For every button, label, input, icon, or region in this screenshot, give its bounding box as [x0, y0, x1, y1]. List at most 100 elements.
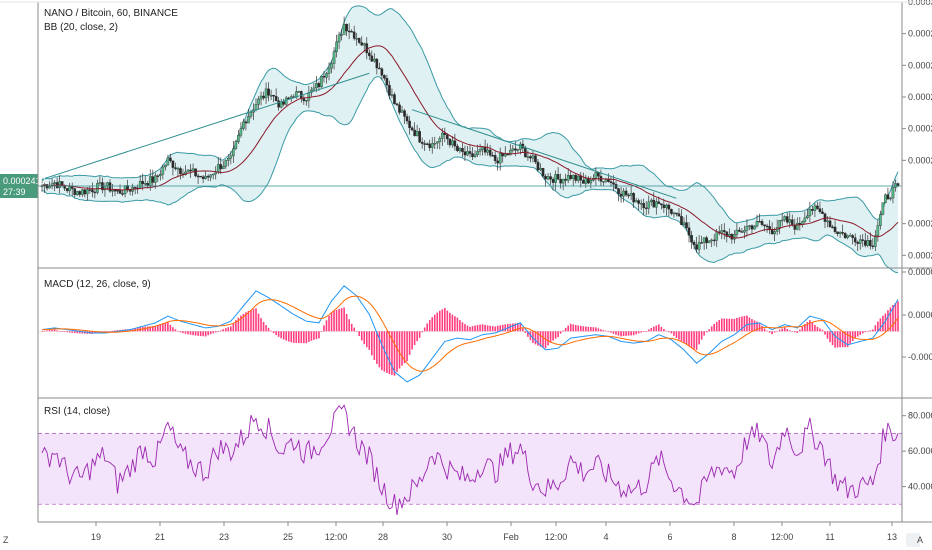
candle-body	[561, 178, 565, 184]
price-tick-label: 0.0002900	[908, 29, 932, 39]
candle-body	[189, 169, 192, 172]
candle-body	[743, 230, 746, 233]
candle-body	[816, 205, 819, 209]
candle-body	[446, 134, 449, 140]
candle-body	[863, 240, 867, 246]
candle-body	[831, 226, 834, 229]
candle-body	[546, 176, 550, 180]
macd-histogram-bar	[698, 331, 700, 345]
macd-histogram-bar	[416, 331, 418, 342]
bb-upper-band	[41, 5, 899, 224]
candle-body	[498, 153, 502, 164]
candle-body	[544, 175, 547, 180]
macd-histogram-bar	[315, 331, 318, 340]
candle-body	[707, 240, 711, 244]
macd-histogram-bar	[595, 327, 597, 332]
candle-body	[806, 215, 809, 219]
candle-body	[881, 202, 885, 215]
candle-body	[833, 226, 837, 233]
candle-body	[702, 237, 706, 243]
last-price-tag-bg	[0, 174, 38, 198]
candle-body	[639, 202, 643, 205]
macd-histogram-bar	[746, 315, 748, 332]
macd-histogram-bar	[204, 331, 207, 337]
macd-histogram-bar	[71, 331, 74, 333]
candle-body	[473, 154, 477, 157]
macd-histogram-bar	[76, 331, 79, 334]
macd-histogram-bar	[61, 331, 63, 332]
candle-body	[133, 186, 137, 189]
macd-histogram-bar	[305, 331, 308, 344]
candle-body	[665, 204, 668, 209]
macd-histogram-bar	[154, 325, 157, 332]
x-axis: 19 21 23 25 12:00 28 30 Feb 12:00 4 6 8 12:00 11 13	[91, 522, 897, 542]
macd-histogram-bar	[418, 331, 421, 338]
candle-body	[70, 186, 74, 189]
macd-histogram-bar	[406, 331, 408, 362]
price-tick-label: 0.0002500	[908, 155, 932, 165]
candle-body	[206, 175, 210, 178]
macd-histogram-bar	[652, 326, 655, 332]
candle-body	[808, 209, 812, 217]
x-tick-label: 11	[825, 532, 834, 542]
candle-body	[148, 176, 152, 186]
candle-body	[564, 178, 567, 181]
candle-body	[96, 183, 99, 193]
x-tick-label: 30	[442, 532, 452, 542]
candle-body	[227, 157, 230, 161]
macd-histogram-bar	[577, 325, 580, 332]
macd-histogram-bar	[522, 328, 524, 332]
macd-histogram-bar	[109, 331, 111, 332]
candle-body	[239, 128, 243, 136]
macd-histogram-bar	[854, 331, 856, 339]
candle-body	[237, 134, 240, 142]
macd-histogram-bar	[549, 331, 552, 343]
macd-histogram-bar	[866, 331, 869, 332]
macd-histogram-bar	[240, 315, 242, 332]
macd-histogram-bar	[428, 320, 431, 332]
candle-body	[514, 148, 517, 151]
price-pane[interactable]: 0.0003000 0.0002900 0.0002800 0.0002700 0.00…	[38, 0, 932, 274]
macd-histogram-bar	[723, 318, 726, 332]
candle-body	[566, 175, 570, 181]
candle-body	[476, 151, 479, 155]
macd-histogram-bar	[340, 308, 343, 332]
candle-body	[254, 104, 258, 111]
candle-body	[75, 191, 79, 195]
candle-body	[493, 155, 497, 162]
candle-body	[471, 153, 474, 157]
macd-histogram-bar	[199, 331, 202, 337]
macd-histogram-bar	[726, 318, 728, 332]
macd-histogram-bar	[325, 320, 328, 332]
macd-histogram-bar	[620, 331, 622, 337]
timezone-button[interactable]: Z	[3, 535, 9, 545]
macd-histogram-bar	[874, 325, 877, 332]
candle-body	[456, 145, 459, 152]
macd-histogram-bar	[376, 331, 378, 364]
candle-body	[171, 160, 175, 168]
candle-body	[221, 166, 225, 170]
auto-scale-button[interactable]: A	[906, 533, 923, 547]
candle-body	[229, 155, 233, 159]
bb-lower-band	[41, 76, 899, 274]
x-tick-label: 28	[378, 532, 388, 542]
candle-body	[894, 183, 897, 188]
candle-body	[652, 199, 656, 208]
macd-histogram-bar	[736, 317, 738, 332]
macd-histogram-bar	[655, 325, 658, 332]
macd-histogram-bar	[202, 331, 204, 337]
candle-body	[78, 191, 82, 195]
macd-histogram-bar	[403, 331, 406, 364]
macd-histogram-bar	[330, 312, 333, 332]
macd-histogram-bar	[683, 331, 685, 343]
macd-histogram-bar	[454, 316, 456, 332]
candle-body	[367, 52, 371, 57]
candle-body	[375, 58, 379, 69]
candle-body	[224, 160, 228, 167]
macd-histogram-bar	[207, 331, 209, 336]
macd-histogram-bar	[630, 331, 632, 336]
macd-histogram-bar	[320, 331, 323, 332]
